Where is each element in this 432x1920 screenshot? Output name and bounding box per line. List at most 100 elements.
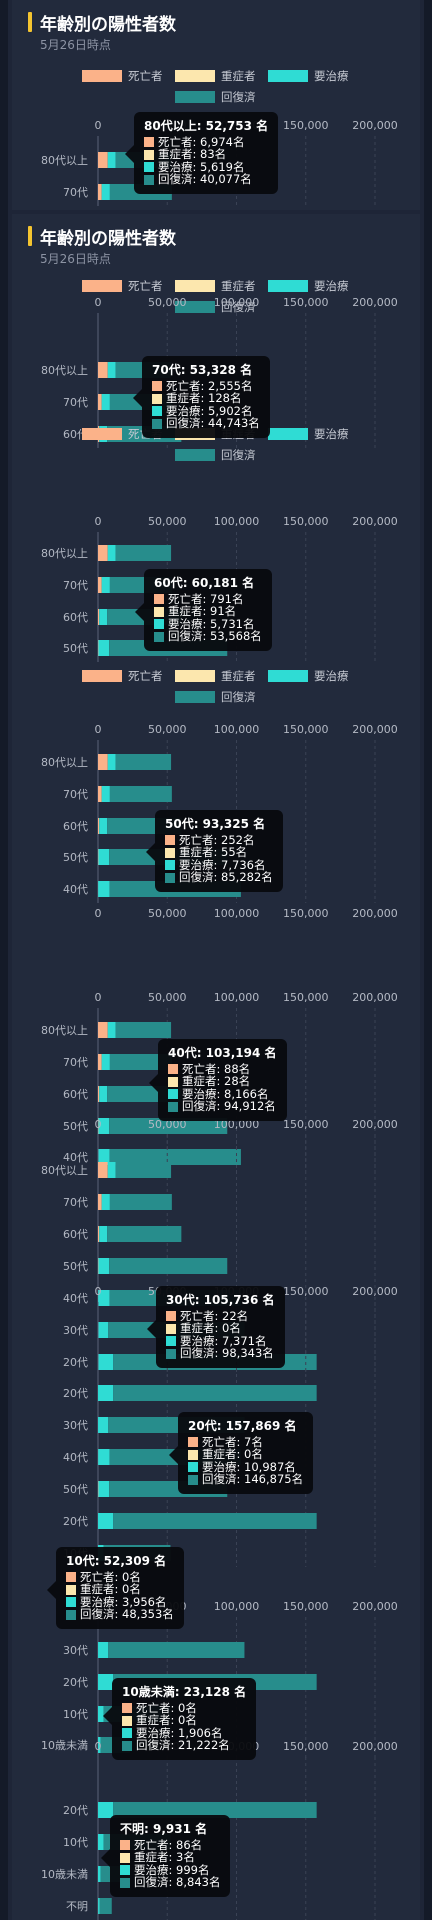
legend-swatch[interactable] — [82, 428, 122, 440]
tooltip-row: 回復済: 48,353名 — [66, 1608, 174, 1622]
bar-segment[interactable] — [98, 1834, 104, 1850]
bar-segment[interactable] — [99, 818, 108, 834]
legend-swatch[interactable] — [175, 449, 215, 461]
bar-segment[interactable] — [107, 152, 116, 168]
bar-segment[interactable] — [98, 1118, 110, 1134]
bar-segment[interactable] — [115, 1022, 172, 1038]
bar-segment[interactable] — [98, 786, 102, 802]
bar-segment[interactable] — [98, 394, 102, 410]
bar-segment[interactable] — [107, 754, 116, 770]
bar-segment[interactable] — [101, 577, 110, 593]
bar-segment[interactable] — [98, 1149, 110, 1165]
legend-swatch[interactable] — [175, 691, 215, 703]
bar-segment[interactable] — [98, 1866, 101, 1882]
bar-segment[interactable] — [98, 577, 102, 593]
bar-segment[interactable] — [109, 1118, 228, 1134]
bar-segment[interactable] — [101, 1194, 110, 1210]
bar-segment[interactable] — [98, 1258, 110, 1274]
bar-segment[interactable] — [98, 1322, 109, 1338]
tooltip-swatch — [188, 1462, 198, 1473]
tooltip-swatch — [166, 1311, 176, 1322]
legend-swatch[interactable] — [82, 670, 122, 682]
bar-segment[interactable] — [98, 609, 100, 625]
bar-segment[interactable] — [98, 1642, 109, 1658]
bar-segment[interactable] — [98, 184, 102, 200]
legend-swatch[interactable] — [268, 428, 308, 440]
tooltip-swatch — [168, 1064, 178, 1075]
bar-segment[interactable] — [98, 1513, 114, 1529]
bar-segment[interactable] — [98, 1086, 100, 1102]
bar-segment[interactable] — [98, 1674, 114, 1690]
bar-segment[interactable] — [98, 1022, 108, 1038]
bar-segment[interactable] — [98, 1481, 110, 1497]
bar-segment[interactable] — [113, 1513, 317, 1529]
bar-segment[interactable] — [109, 1194, 172, 1210]
bar-segment[interactable] — [98, 754, 108, 770]
bar-segment[interactable] — [113, 1802, 317, 1818]
bar-segment[interactable] — [101, 786, 110, 802]
bar-segment[interactable] — [99, 1898, 112, 1914]
tooltip-value: 死亡者: 86名 — [134, 1837, 203, 1852]
bar-segment[interactable] — [98, 1737, 101, 1753]
bar-segment[interactable] — [101, 394, 110, 410]
bar-segment[interactable] — [115, 545, 172, 561]
tooltip-value: 重症者: 0名 — [202, 1447, 263, 1461]
x-tick-label: 150,000 — [283, 1600, 329, 1613]
bar-segment[interactable] — [98, 849, 110, 865]
bar-segment[interactable] — [107, 1022, 116, 1038]
legend-swatch[interactable] — [175, 670, 215, 682]
bar-segment[interactable] — [107, 1226, 182, 1242]
bar-segment[interactable] — [107, 362, 116, 378]
bar-segment[interactable] — [109, 1149, 241, 1165]
bar-segment[interactable] — [98, 1054, 102, 1070]
bar-segment[interactable] — [98, 1417, 109, 1433]
bar-segment[interactable] — [98, 1354, 114, 1370]
bar-segment[interactable] — [115, 1162, 172, 1178]
legend-swatch[interactable] — [175, 70, 215, 82]
bar-segment[interactable] — [98, 640, 110, 656]
tooltip-row: 重症者: 83名 — [144, 148, 268, 162]
bar-segment[interactable] — [109, 1258, 228, 1274]
tooltip-swatch — [152, 418, 162, 429]
bar-segment[interactable] — [98, 1706, 104, 1722]
legend-swatch[interactable] — [82, 70, 122, 82]
x-tick-label: 200,000 — [352, 1285, 398, 1298]
bar-segment[interactable] — [99, 1086, 108, 1102]
legend-swatch[interactable] — [268, 280, 308, 292]
bar-segment[interactable] — [107, 1162, 116, 1178]
bar-segment[interactable] — [98, 1194, 102, 1210]
tooltip-swatch — [144, 149, 154, 160]
bar-segment[interactable] — [98, 1449, 110, 1465]
bar-segment[interactable] — [109, 1054, 172, 1070]
bar-segment[interactable] — [99, 609, 108, 625]
bar-segment[interactable] — [98, 1226, 100, 1242]
tooltip-title: 10歳未満: 23,128 名 — [122, 1685, 247, 1699]
x-tick-label: 150,000 — [283, 1118, 329, 1131]
bar-segment[interactable] — [98, 1802, 114, 1818]
bar-segment[interactable] — [108, 1642, 245, 1658]
bar-segment[interactable] — [98, 362, 108, 378]
bar-segment[interactable] — [109, 786, 172, 802]
bar-segment[interactable] — [113, 1385, 317, 1401]
bar-segment[interactable] — [99, 1226, 108, 1242]
legend-swatch[interactable] — [175, 280, 215, 292]
bar-segment[interactable] — [98, 881, 110, 897]
bar-segment[interactable] — [98, 1162, 108, 1178]
bar-segment[interactable] — [98, 545, 108, 561]
bar-segment[interactable] — [98, 1385, 114, 1401]
bar-segment[interactable] — [98, 152, 108, 168]
x-tick-label: 200,000 — [352, 907, 398, 920]
bar-segment[interactable] — [115, 754, 172, 770]
legend-swatch[interactable] — [82, 280, 122, 292]
bar-segment[interactable] — [107, 545, 116, 561]
bar-segment[interactable] — [101, 1054, 110, 1070]
legend-swatch[interactable] — [175, 301, 215, 313]
legend-swatch[interactable] — [268, 70, 308, 82]
bar-segment[interactable] — [98, 1898, 100, 1914]
tooltip-value: 死亡者: 6,974名 — [158, 134, 245, 149]
bar-segment[interactable] — [101, 184, 110, 200]
bar-segment[interactable] — [98, 818, 100, 834]
bar-segment[interactable] — [98, 1290, 110, 1306]
legend-swatch[interactable] — [268, 670, 308, 682]
legend-swatch[interactable] — [175, 91, 215, 103]
